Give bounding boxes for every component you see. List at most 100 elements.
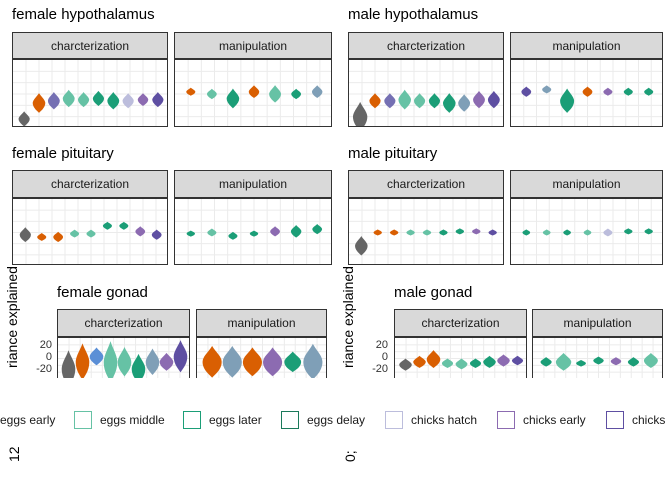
axis-fragment-left: 12 xyxy=(6,446,22,462)
violin-mark xyxy=(311,85,323,99)
violin-mark xyxy=(413,93,426,109)
violin-plot-female-pituitary-manipulation xyxy=(175,199,331,264)
panel-female-gonad-manipulation xyxy=(196,337,327,378)
legend-label: chicks hatch xyxy=(411,413,478,427)
violin-mark xyxy=(623,87,633,96)
y-tick-20-male-gonad: 20 xyxy=(375,339,388,351)
violin-mark xyxy=(439,229,448,236)
y-tick-0-male-gonad: 0 xyxy=(381,351,388,363)
strip-female-pituitary-manipulation: manipulation xyxy=(174,170,332,198)
violin-mark xyxy=(521,86,532,97)
violin-mark xyxy=(37,232,47,241)
violin-mark xyxy=(488,229,497,236)
violin-mark xyxy=(644,87,654,96)
violin-mark xyxy=(472,228,481,235)
violin-mark xyxy=(511,355,524,366)
violin-mark xyxy=(560,88,575,113)
legend-item-eggs-later: eggs later xyxy=(183,406,262,434)
violin-mark xyxy=(284,351,302,373)
legend-item-eggs-middle: eggs middle xyxy=(74,406,165,434)
violin-plot-female-hypothalamus-charcterization xyxy=(13,60,167,126)
y-tick-minus20-female-gonad: -20 xyxy=(36,363,52,375)
violin-mark xyxy=(32,93,46,113)
violin-plot-male-hypothalamus-manipulation xyxy=(511,60,662,126)
violin-mark xyxy=(151,229,162,240)
strip-female-gonad-charcterization: charcterization xyxy=(57,309,190,337)
legend-label: eggs middle xyxy=(100,413,165,427)
legend-label: chicks xyxy=(632,413,666,427)
axis-fragment-mid: 0; xyxy=(342,450,358,462)
violin-mark xyxy=(422,229,432,236)
violin-mark xyxy=(413,355,426,368)
violin-mark xyxy=(576,359,586,367)
y-axis-label-male-gonad: riance explained xyxy=(340,266,356,368)
legend-label: eggs early xyxy=(0,413,56,427)
violin-mark xyxy=(47,91,60,110)
violin-mark xyxy=(186,230,196,237)
violin-mark xyxy=(263,347,283,377)
title-male-pituitary: male pituitary xyxy=(348,145,438,162)
violin-mark xyxy=(248,85,260,99)
violin-mark xyxy=(312,223,323,235)
violin-plot-male-pituitary-manipulation xyxy=(511,199,662,264)
violin-mark xyxy=(355,236,368,256)
violin-plot-female-gonad-manipulation xyxy=(197,338,326,378)
y-tick-0-female-gonad: 0 xyxy=(45,351,52,363)
violin-mark xyxy=(455,358,468,370)
violin-plot-male-pituitary-charcterization xyxy=(349,199,503,264)
violin-mark xyxy=(627,357,640,367)
legend-key xyxy=(606,411,624,429)
panel-male-pituitary-charcterization xyxy=(348,198,504,265)
violin-mark xyxy=(102,221,112,230)
panel-female-hypothalamus-charcterization xyxy=(12,59,168,127)
violin-mark xyxy=(19,227,31,243)
panel-female-pituitary-charcterization xyxy=(12,198,168,265)
violin-mark xyxy=(62,89,75,108)
violin-mark xyxy=(222,345,242,378)
violin-mark xyxy=(469,358,482,368)
violin-mark xyxy=(542,229,551,236)
violin-mark xyxy=(458,94,471,112)
panel-male-gonad-charcterization xyxy=(394,337,527,378)
violin-mark xyxy=(384,93,396,109)
y-tick-minus20-male-gonad: -20 xyxy=(372,363,388,375)
violin-mark xyxy=(398,89,412,110)
violin-mark xyxy=(603,228,613,237)
violin-mark xyxy=(352,101,368,126)
violin-mark xyxy=(303,343,323,378)
violin-mark xyxy=(119,221,129,230)
strip-male-pituitary-charcterization: charcterization xyxy=(348,170,504,198)
violin-mark xyxy=(86,229,96,238)
violin-mark xyxy=(206,88,217,100)
violin-mark xyxy=(389,229,399,236)
violin-mark xyxy=(242,347,262,377)
violin-mark xyxy=(122,93,134,109)
title-female-gonad: female gonad xyxy=(57,284,148,301)
violin-mark xyxy=(70,229,80,238)
violin-mark xyxy=(291,88,302,100)
violin-mark xyxy=(582,86,593,97)
violin-mark xyxy=(290,225,302,238)
strip-male-pituitary-manipulation: manipulation xyxy=(510,170,663,198)
violin-mark xyxy=(249,230,259,237)
violin-plot-male-gonad-manipulation xyxy=(533,338,662,378)
violin-mark xyxy=(77,92,90,108)
violin-mark xyxy=(455,228,465,235)
violin-mark xyxy=(202,345,222,378)
violin-mark xyxy=(624,228,633,235)
panel-female-gonad-charcterization xyxy=(57,337,190,378)
y-axis-label-female-gonad: riance explained xyxy=(4,266,20,368)
violin-mark xyxy=(643,352,658,368)
title-male-hypothalamus: male hypothalamus xyxy=(348,6,479,23)
legend-label: eggs later xyxy=(209,413,262,427)
violin-mark xyxy=(269,85,282,103)
violin-mark xyxy=(399,358,412,371)
violin-mark xyxy=(487,90,500,109)
panel-male-gonad-manipulation xyxy=(532,337,663,378)
violin-mark xyxy=(555,352,572,371)
violin-mark xyxy=(373,229,382,236)
violin-mark xyxy=(644,228,653,235)
violin-plot-female-pituitary-charcterization xyxy=(13,199,167,264)
violin-mark xyxy=(135,226,146,237)
violin-mark xyxy=(89,347,104,366)
